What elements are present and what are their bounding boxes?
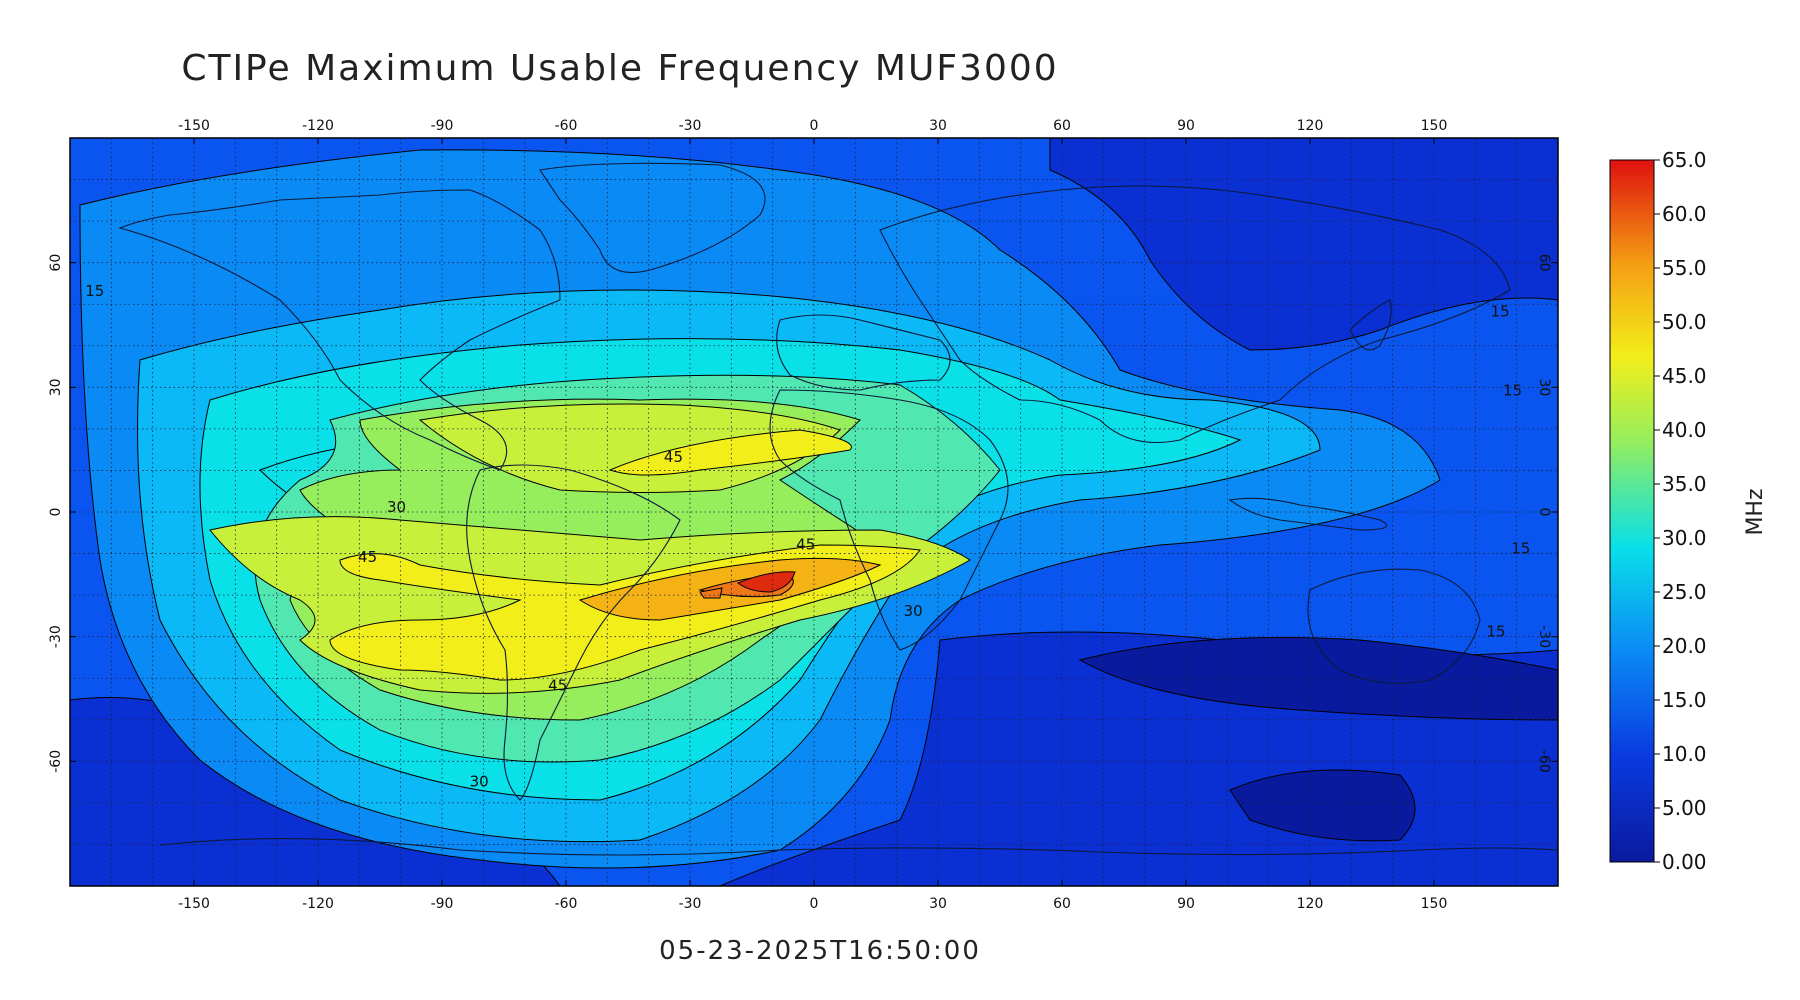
colorbar-labels: 65.0 60.0 55.0 50.0 45.0 40.0 35.0 30.0 25.0 20.0… xyxy=(1654,148,1707,874)
lon-tick-label-bottom: -150 xyxy=(178,896,210,912)
colorbar-label: 25.0 xyxy=(1662,580,1707,604)
band-lowest-south xyxy=(1078,637,1558,721)
lon-tick-label-top: 120 xyxy=(1297,118,1324,134)
coast-australia xyxy=(1307,568,1481,684)
colorbar-label: 55.0 xyxy=(1662,256,1707,280)
coast-indonesia xyxy=(1228,497,1388,531)
band-45a xyxy=(608,429,852,476)
lat-tick-label-right: -60 xyxy=(1536,750,1552,773)
map-grid xyxy=(70,138,1558,886)
lon-tick-label-bottom: -60 xyxy=(555,896,578,912)
timestamp: 05-23-2025T16:50:00 xyxy=(659,936,981,966)
lat-tick-label-right: 60 xyxy=(1536,254,1552,272)
contour-label: 15 xyxy=(85,282,104,300)
colorbar-label: 10.0 xyxy=(1662,742,1707,766)
colorbar-unit: MHz xyxy=(1743,488,1768,535)
lon-tick-label-bottom: 60 xyxy=(1053,896,1071,912)
coast-asia xyxy=(879,185,1511,443)
lat-tick-label-left: 60 xyxy=(48,254,64,272)
band-60 xyxy=(736,571,796,593)
lon-tick-label-top: -150 xyxy=(178,118,210,134)
colorbar-label: 65.0 xyxy=(1662,148,1707,172)
lon-tick-label-top: 60 xyxy=(1053,118,1071,134)
band-low-north xyxy=(1049,138,1558,351)
contour-label: 15 xyxy=(1511,540,1530,558)
contour-label: 15 xyxy=(1491,303,1510,321)
lon-tick-label-top: -60 xyxy=(555,118,578,134)
contour-label: 45 xyxy=(358,548,377,566)
lon-tick-label-top: 90 xyxy=(1177,118,1195,134)
lon-tick-label-top: -30 xyxy=(679,118,702,134)
contour-fill xyxy=(70,138,1558,886)
colorbar-ramp xyxy=(1609,159,1655,863)
colorbar-label: 20.0 xyxy=(1662,634,1707,658)
colorbar-label: 60.0 xyxy=(1662,202,1707,226)
lon-tick-label-top: -90 xyxy=(431,118,454,134)
colorbar-label: 0.00 xyxy=(1662,850,1707,874)
lat-tick-label-left: -30 xyxy=(48,625,64,648)
map-area xyxy=(70,138,1558,886)
coast-europe xyxy=(776,314,951,391)
contour-label: 15 xyxy=(1503,382,1522,400)
lon-tick-label-bottom: 150 xyxy=(1421,896,1448,912)
lon-tick-label-bottom: 30 xyxy=(929,896,947,912)
contour-label: 45 xyxy=(664,448,683,466)
contour-labels: 45 45 45 45 30 30 30 15 15 15 15 15 xyxy=(85,282,1530,790)
chart-title: CTIPe Maximum Usable Frequency MUF3000 xyxy=(181,48,1059,89)
coast-north-america xyxy=(118,189,561,471)
contour-label: 45 xyxy=(796,535,815,553)
coastlines xyxy=(118,162,1558,856)
lon-tick-label-bottom: -90 xyxy=(431,896,454,912)
colorbar-label: 35.0 xyxy=(1662,472,1707,496)
colorbar-label: 15.0 xyxy=(1662,688,1707,712)
lon-tick-label-top: 0 xyxy=(810,118,819,134)
colorbar-label: 40.0 xyxy=(1662,418,1707,442)
lat-tick-label-left: -60 xyxy=(48,750,64,773)
contour-label: 30 xyxy=(904,602,923,620)
contour-label: 30 xyxy=(470,772,489,790)
colorbar-label: 5.00 xyxy=(1662,796,1707,820)
lat-tick-label-left: 0 xyxy=(48,508,64,517)
lon-tick-label-bottom: 90 xyxy=(1177,896,1195,912)
lon-tick-label-bottom: -120 xyxy=(302,896,334,912)
coast-antarctica xyxy=(159,838,1558,856)
lat-tick-label-right: 0 xyxy=(1536,508,1552,517)
axis-ticks: -150 -150 -120 -120 -90 -90 -60 -60 -30 -30 0 0 30 30… xyxy=(48,118,1558,912)
coast-south-america xyxy=(466,464,681,801)
coast-africa xyxy=(769,389,1009,651)
lat-tick-label-left: 30 xyxy=(48,378,64,396)
lon-tick-label-bottom: 120 xyxy=(1297,896,1324,912)
lat-tick-label-right: 30 xyxy=(1536,378,1552,396)
colorbar-label: 45.0 xyxy=(1662,364,1707,388)
band-lowest-se xyxy=(1229,769,1416,842)
contour-label: 15 xyxy=(1486,623,1505,641)
colorbar-label: 30.0 xyxy=(1662,526,1707,550)
lon-tick-label-top: 150 xyxy=(1421,118,1448,134)
contour-label: 45 xyxy=(548,677,567,695)
colorbar-label: 50.0 xyxy=(1662,310,1707,334)
colorbar: 65.0 60.0 55.0 50.0 45.0 40.0 35.0 30.0 25.0 20.0… xyxy=(1609,148,1768,874)
lon-tick-label-bottom: -30 xyxy=(679,896,702,912)
lon-tick-label-top: -120 xyxy=(302,118,334,134)
lon-tick-label-bottom: 0 xyxy=(810,896,819,912)
lat-tick-label-right: -30 xyxy=(1536,625,1552,648)
coast-greenland xyxy=(539,162,766,274)
contour-label: 30 xyxy=(387,498,406,516)
coast-japan xyxy=(1349,299,1392,351)
lon-tick-label-top: 30 xyxy=(929,118,947,134)
